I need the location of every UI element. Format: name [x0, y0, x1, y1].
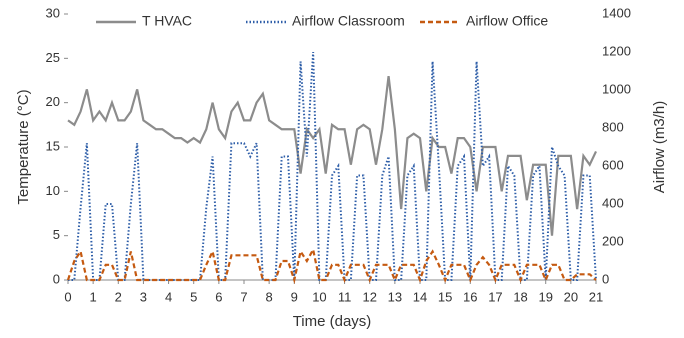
y-tick-label: 0	[53, 271, 60, 286]
y-tick-label: 30	[46, 5, 60, 20]
legend-label: T HVAC	[142, 13, 192, 29]
legend-label: Airflow Classroom	[292, 13, 405, 29]
y2-tick-label: 600	[602, 157, 624, 172]
x-tick-label: 6	[215, 289, 222, 304]
x-tick-label: 14	[413, 289, 427, 304]
legend-label: Airflow Office	[466, 13, 548, 29]
x-tick-label: 20	[564, 289, 578, 304]
x-tick-label: 9	[291, 289, 298, 304]
y2-tick-label: 800	[602, 119, 624, 134]
x-axis-title: Time (days)	[293, 313, 372, 330]
x-tick-label: 3	[140, 289, 147, 304]
x-tick-label: 16	[463, 289, 477, 304]
x-tick-label: 4	[165, 289, 172, 304]
y2-tick-label: 1200	[602, 43, 631, 58]
x-tick-label: 19	[538, 289, 552, 304]
y2-tick-label: 400	[602, 195, 624, 210]
x-tick-label: 12	[362, 289, 376, 304]
x-tick-label: 21	[589, 289, 603, 304]
series-line	[66, 246, 597, 285]
x-tick-label: 5	[190, 289, 197, 304]
y-tick-label: 20	[46, 94, 60, 109]
x-tick-label: 8	[266, 289, 273, 304]
x-tick-label: 2	[115, 289, 122, 304]
x-tick-label: 10	[312, 289, 326, 304]
y2-tick-label: 200	[602, 233, 624, 248]
x-tick-label: 15	[438, 289, 452, 304]
x-tick-label: 1	[90, 289, 97, 304]
y-tick-label: 10	[46, 183, 60, 198]
x-tick-label: 7	[240, 289, 247, 304]
x-tick-label: 18	[513, 289, 527, 304]
x-tick-label: 13	[388, 289, 402, 304]
x-tick-label: 11	[338, 289, 352, 304]
y2-tick-label: 1400	[602, 5, 631, 20]
y-tick-label: 25	[46, 50, 60, 65]
y2-tick-label: 0	[602, 271, 609, 286]
x-tick-label: 17	[488, 289, 502, 304]
x-tick-label: 0	[64, 289, 71, 304]
y-axis-title: Temperature (°C)	[15, 89, 32, 204]
y2-axis-title: Airflow (m3/h)	[651, 101, 668, 194]
y2-tick-label: 1000	[602, 81, 631, 96]
series-line	[67, 75, 597, 236]
y-tick-label: 15	[46, 138, 60, 153]
series-line	[68, 51, 597, 281]
y-tick-label: 5	[53, 227, 60, 242]
